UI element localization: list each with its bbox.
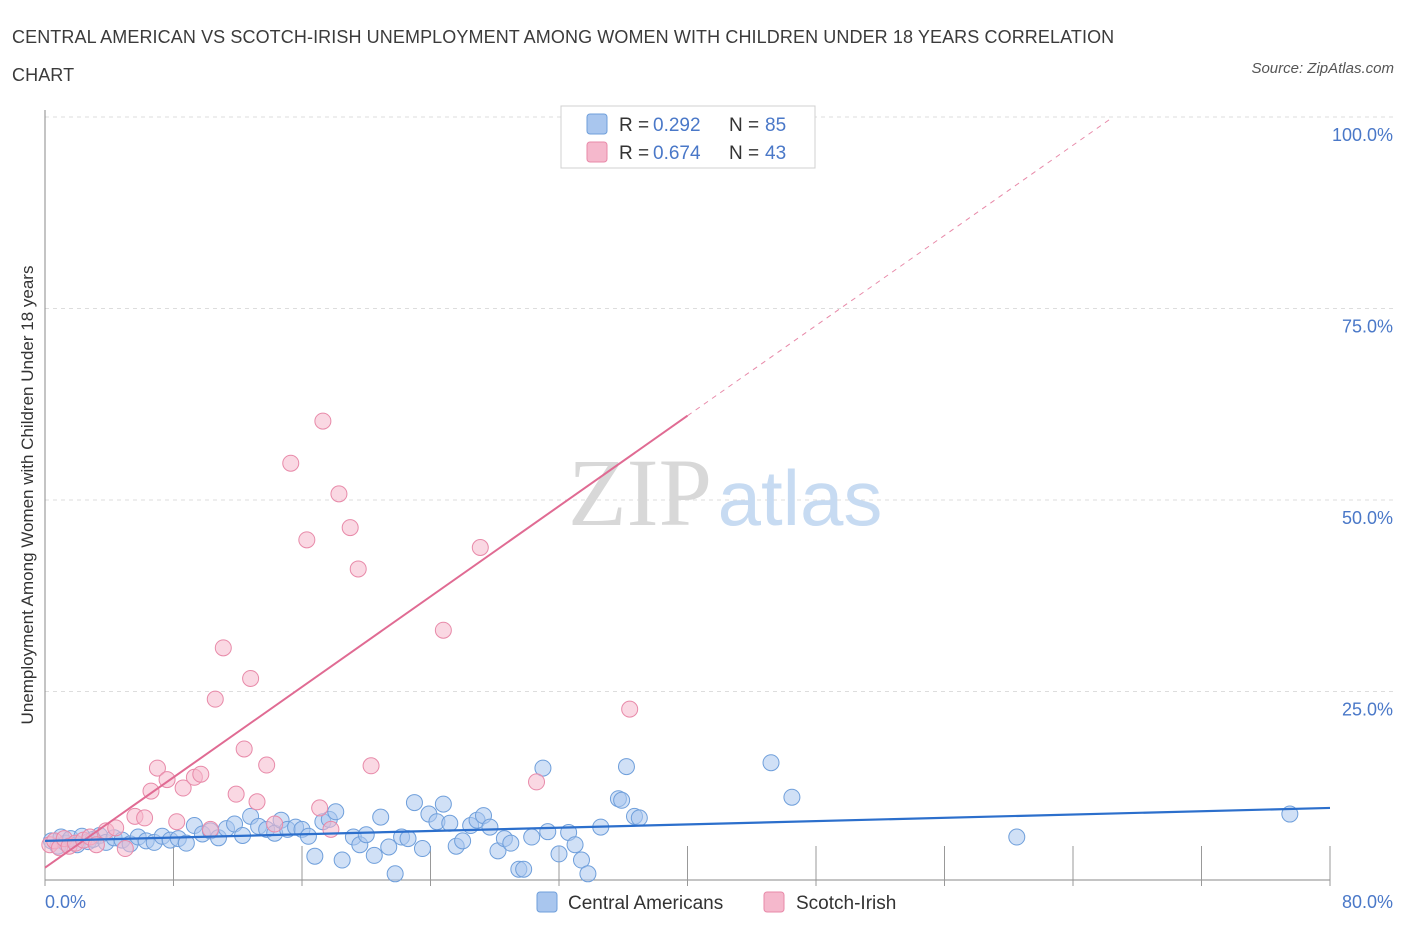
legend-swatch-pink [586,141,608,163]
scotch-irish-point-23 [214,639,232,657]
legend-swatch-blue [586,113,608,135]
central-americans-point-37 [306,847,324,865]
scotch-irish-point-42 [621,700,639,718]
central-americans-point-81 [630,809,648,827]
legend-r-label-2: R = [619,143,649,164]
central-americans-point-74 [572,851,590,869]
central-americans-point-70 [539,823,557,841]
central-americans-point-84 [1008,828,1026,846]
legend-r-value-2: 0.674 [653,143,701,164]
scotch-irish-point-25 [235,740,253,758]
y-tick-label-50: 50.0% [1342,508,1393,528]
legend-r-label-1: R = [619,115,649,136]
central-americans-point-73 [566,836,584,854]
central-americans-point-40 [327,803,345,821]
scotch-irish-point-38 [362,757,380,775]
x-ticks [44,846,1331,886]
central-americans-point-46 [372,808,390,826]
legend-n-value-2: 43 [765,143,786,164]
central-americans-point-79 [617,758,635,776]
central-americans-point-67 [515,860,533,878]
trend-line-central-americans [44,806,1331,842]
central-americans-point-48 [386,865,404,883]
scotch-irish-point-39 [434,621,452,639]
scotch-irish-point-28 [258,756,276,774]
y-tick-labels: 25.0% 50.0% 75.0% 100.0% [1332,125,1393,720]
scotch-irish-point-18 [174,779,192,797]
scotch-irish-point-29 [266,815,284,833]
central-americans-point-75 [579,865,597,883]
scotch-irish-point-11 [116,840,134,858]
bottom-legend-label-scotch-irish: Scotch-Irish [796,893,896,914]
central-americans-point-51 [405,794,423,812]
scotch-irish-point-20 [192,765,210,783]
watermark-zip: ZIP [568,439,712,546]
legend-n-value-1: 85 [765,115,786,136]
scotch-irish-point-34 [322,820,340,838]
scotch-irish-point-24 [227,785,245,803]
central-americans-point-56 [441,814,459,832]
central-americans-point-69 [534,759,552,777]
source-label: Source: ZipAtlas.com [1251,60,1394,77]
central-americans-point-20 [177,834,195,852]
central-americans-point-65 [502,834,520,852]
scotch-irish-point-41 [528,773,546,791]
scotch-irish-point-13 [136,809,154,827]
trend-line-scotch-irish [44,414,689,869]
scotch-irish-point-37 [349,560,367,578]
scotch-irish-point-40 [471,538,489,556]
central-americans-point-50 [399,830,417,848]
scotch-irish-point-15 [148,759,166,777]
central-americans-point-58 [454,832,472,850]
central-americans-point-62 [481,818,499,836]
scotch-irish-point-22 [206,690,224,708]
legend-n-label-1: N = [729,115,759,136]
watermark-atlas: atlas [718,454,883,542]
central-americans-point-71 [550,845,568,863]
scotch-irish-point-10 [107,819,125,837]
central-americans-point-52 [413,840,431,858]
central-americans-point-47 [380,838,398,856]
central-americans-point-26 [226,815,244,833]
x-tick-label-min: 0.0% [45,892,86,912]
bottom-legend-swatch-pink [763,891,785,913]
bottom-legend-label-central-americans: Central Americans [568,893,723,914]
y-tick-label-100: 100.0% [1332,125,1393,145]
scotch-irish-point-30 [282,454,300,472]
series-central-americans-points [42,754,1299,883]
legend-n-label-2: N = [729,143,759,164]
central-americans-point-45 [365,846,383,864]
central-americans-point-41 [333,851,351,869]
trend-line-scotch-irish-extension [687,116,1114,417]
central-americans-point-68 [523,828,541,846]
gridlines [45,116,1393,692]
legend-r-value-1: 0.292 [653,115,701,136]
bottom-legend-swatch-blue [536,891,558,913]
scotch-irish-point-31 [298,531,316,549]
stats-legend: R = 0.292 N = 85 R = 0.674 N = 43 [560,105,816,169]
scotch-irish-point-33 [314,412,332,430]
scotch-irish-point-35 [330,485,348,503]
scotch-irish-point-32 [311,799,329,817]
y-axis-title: Unemployment Among Women with Children U… [18,266,37,725]
central-americans-point-44 [357,826,375,844]
scotch-irish-point-26 [242,669,260,687]
series-scotch-irish-points [41,412,639,858]
central-americans-point-55 [434,795,452,813]
central-americans-point-36 [299,827,317,845]
chart-title: CENTRAL AMERICAN VS SCOTCH-IRISH UNEMPLO… [12,27,1115,85]
y-tick-label-75: 75.0% [1342,317,1393,337]
scotch-irish-point-27 [248,793,266,811]
central-americans-point-82 [762,754,780,772]
series-legend: Central Americans Scotch-Irish [536,891,896,914]
scotch-irish-point-36 [341,519,359,537]
central-americans-point-78 [613,791,631,809]
central-americans-point-83 [783,788,801,806]
y-tick-label-25: 25.0% [1342,700,1393,720]
scotch-irish-point-21 [201,820,219,838]
scotch-irish-point-17 [168,813,186,831]
x-tick-label-max: 80.0% [1342,892,1393,912]
